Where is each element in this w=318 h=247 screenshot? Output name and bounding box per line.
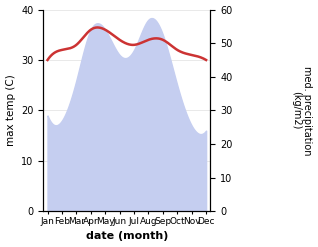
X-axis label: date (month): date (month) <box>86 231 168 242</box>
Y-axis label: med. precipitation
(kg/m2): med. precipitation (kg/m2) <box>291 66 313 155</box>
Y-axis label: max temp (C): max temp (C) <box>5 75 16 146</box>
